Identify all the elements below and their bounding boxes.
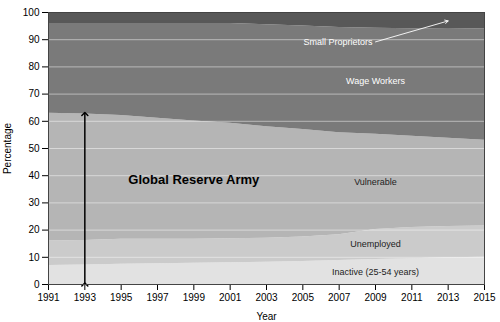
svg-text:2009: 2009 bbox=[364, 292, 387, 303]
svg-text:Unemployed: Unemployed bbox=[350, 239, 401, 249]
svg-text:0: 0 bbox=[34, 279, 40, 290]
svg-text:Year: Year bbox=[256, 311, 277, 322]
svg-text:100: 100 bbox=[23, 7, 40, 18]
svg-text:20: 20 bbox=[28, 224, 40, 235]
svg-text:60: 60 bbox=[28, 116, 40, 127]
svg-text:Wage Workers: Wage Workers bbox=[346, 76, 406, 86]
svg-text:1999: 1999 bbox=[183, 292, 206, 303]
svg-text:2005: 2005 bbox=[292, 292, 315, 303]
svg-text:80: 80 bbox=[28, 61, 40, 72]
svg-text:50: 50 bbox=[28, 143, 40, 154]
svg-text:2011: 2011 bbox=[401, 292, 423, 303]
svg-text:90: 90 bbox=[28, 34, 40, 45]
svg-text:2003: 2003 bbox=[255, 292, 278, 303]
svg-text:2001: 2001 bbox=[219, 292, 242, 303]
svg-text:70: 70 bbox=[28, 88, 40, 99]
svg-text:Percentage: Percentage bbox=[2, 122, 13, 174]
svg-text:2013: 2013 bbox=[437, 292, 460, 303]
svg-text:10: 10 bbox=[28, 251, 40, 262]
svg-text:40: 40 bbox=[28, 170, 40, 181]
svg-text:Inactive (25-54 years): Inactive (25-54 years) bbox=[332, 267, 419, 277]
svg-text:1993: 1993 bbox=[74, 292, 97, 303]
svg-text:2007: 2007 bbox=[328, 292, 351, 303]
svg-text:Vulnerable: Vulnerable bbox=[354, 177, 397, 187]
svg-text:30: 30 bbox=[28, 197, 40, 208]
svg-text:1995: 1995 bbox=[110, 292, 133, 303]
svg-text:2015: 2015 bbox=[473, 292, 496, 303]
svg-text:Global Reserve Army: Global Reserve Army bbox=[128, 172, 260, 187]
svg-text:1997: 1997 bbox=[146, 292, 169, 303]
svg-text:1991: 1991 bbox=[37, 292, 60, 303]
svg-text:Small Proprietors: Small Proprietors bbox=[303, 37, 373, 47]
